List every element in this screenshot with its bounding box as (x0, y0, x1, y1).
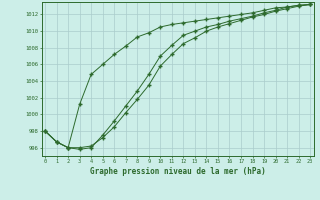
X-axis label: Graphe pression niveau de la mer (hPa): Graphe pression niveau de la mer (hPa) (90, 167, 266, 176)
